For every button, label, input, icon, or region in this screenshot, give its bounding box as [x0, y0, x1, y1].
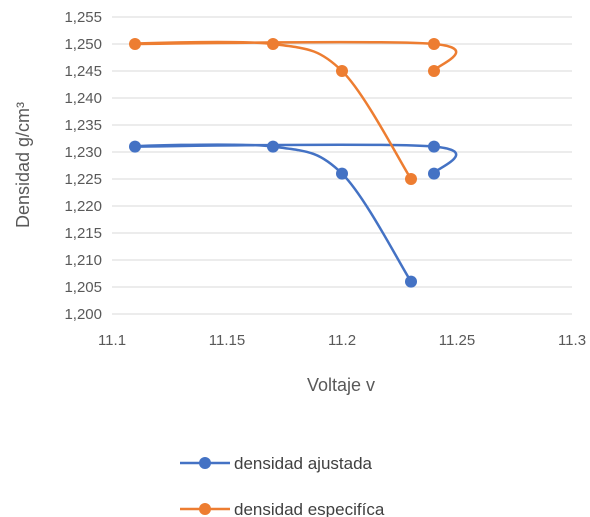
legend-item: densidad ajustada [180, 454, 373, 473]
x-axis-title: Voltaje v [307, 375, 375, 395]
x-tick-label: 11.1 [98, 332, 126, 349]
y-tick-label: 1,225 [64, 171, 102, 188]
y-tick-label: 1,210 [64, 252, 102, 269]
data-point [428, 167, 440, 180]
data-point [405, 173, 417, 185]
legend: densidad ajustada densidad especifíca [180, 454, 385, 517]
y-tick-label: 1,255 [64, 9, 102, 26]
data-point [129, 38, 141, 50]
data-point [129, 140, 141, 153]
y-tick-label: 1,250 [64, 36, 102, 53]
y-tick-labels: 1,200 1,205 1,210 1,215 1,220 1,225 1,230 1,235… [64, 9, 102, 323]
data-point [336, 167, 348, 180]
data-point [428, 38, 440, 50]
x-tick-label: 11.25 [439, 332, 475, 349]
x-tick-label: 11.2 [328, 332, 356, 349]
y-tick-label: 1,240 [64, 90, 102, 107]
legend-label: densidad especifíca [234, 500, 385, 517]
y-tick-label: 1,200 [64, 306, 102, 323]
y-tick-label: 1,235 [64, 117, 102, 134]
data-point [336, 65, 348, 77]
legend-label: densidad ajustada [234, 454, 373, 473]
x-tick-label: 11.15 [209, 332, 245, 349]
plot-area [129, 38, 458, 288]
y-tick-label: 1,230 [64, 144, 102, 161]
legend-swatch-marker [199, 503, 211, 515]
y-tick-label: 1,205 [64, 279, 102, 296]
legend-item: densidad especifíca [180, 500, 385, 517]
y-tick-label: 1,220 [64, 198, 102, 215]
series-2 [129, 38, 458, 185]
gridlines [112, 16, 572, 315]
y-axis-title: Densidad g/cm³ [13, 102, 33, 228]
data-point [428, 65, 440, 77]
data-point [267, 38, 279, 50]
series-1 [129, 140, 458, 288]
x-tick-label: 11.3 [558, 332, 586, 349]
data-point [405, 275, 417, 288]
data-point [428, 140, 440, 153]
data-point [267, 140, 279, 153]
x-tick-labels: 11.1 11.15 11.2 11.25 11.3 [98, 332, 586, 349]
series-line [130, 143, 458, 283]
y-tick-label: 1,245 [64, 63, 102, 80]
y-tick-label: 1,215 [64, 225, 102, 242]
series-line [130, 40, 458, 180]
legend-swatch-marker [199, 457, 211, 469]
